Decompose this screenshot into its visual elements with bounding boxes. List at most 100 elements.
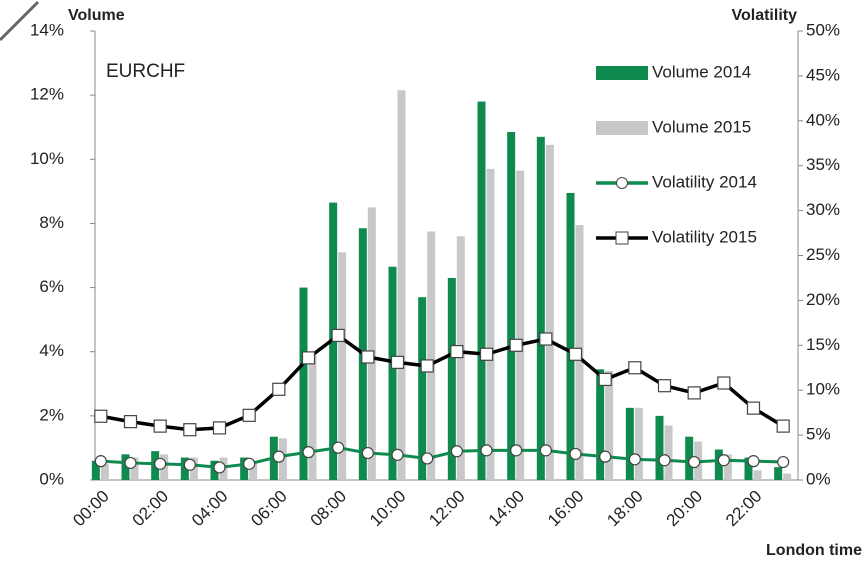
marker [776, 419, 790, 433]
marker [361, 350, 375, 364]
x-tick-label: 10:00 [366, 487, 410, 531]
marker [301, 351, 316, 365]
x-tick-label: 02:00 [129, 487, 173, 531]
bar [753, 470, 762, 480]
legend-label: Volume 2014 [652, 62, 751, 81]
legend-marker [615, 231, 629, 245]
marker [212, 421, 227, 435]
x-axis-title: London time [766, 542, 862, 559]
x-tick-label: 18:00 [603, 487, 647, 531]
legend-label: Volatility 2014 [652, 172, 757, 191]
annotation: EURCHF [106, 61, 185, 82]
marker [94, 409, 108, 423]
marker [539, 332, 553, 346]
corner-decoration [0, 0, 40, 42]
bar [486, 168, 495, 480]
marker [658, 454, 671, 467]
marker [717, 454, 730, 467]
marker [747, 455, 760, 468]
legend-label: Volume 2015 [652, 117, 751, 136]
marker [331, 328, 345, 343]
y2-tick-label: 20% [806, 290, 840, 309]
bar [100, 463, 109, 480]
marker [213, 461, 226, 474]
y2-tick-label: 50% [806, 20, 840, 39]
legend-swatch [596, 121, 648, 135]
marker [242, 408, 256, 422]
marker [390, 355, 405, 369]
marker [569, 447, 582, 461]
bar [655, 415, 664, 480]
marker [183, 458, 196, 471]
marker [94, 455, 107, 468]
bar [338, 252, 347, 480]
marker [568, 347, 583, 361]
bar [605, 370, 614, 480]
bar [685, 436, 694, 480]
bar [388, 266, 397, 480]
x-tick-label: 08:00 [307, 487, 351, 531]
y2-axis-title: Volatility [732, 7, 798, 24]
marker [628, 361, 642, 375]
marker [777, 455, 790, 469]
y2-tick-label: 15% [806, 335, 840, 354]
marker [746, 401, 761, 415]
y-axis-title: Volume [68, 7, 125, 24]
bar [516, 170, 525, 480]
marker [361, 446, 374, 460]
marker [154, 457, 167, 470]
bar [397, 90, 406, 480]
y-tick-label: 12% [30, 85, 64, 104]
bar [180, 457, 189, 480]
bar [477, 101, 486, 481]
marker [183, 423, 197, 437]
marker [272, 382, 286, 396]
marker [539, 444, 552, 457]
bar [299, 287, 308, 480]
y2-tick-label: 45% [806, 65, 840, 84]
marker [598, 372, 612, 387]
marker [391, 448, 404, 461]
bar [545, 144, 554, 480]
bar [130, 457, 139, 480]
y-tick-label: 10% [30, 149, 64, 168]
x-tick-label: 20:00 [663, 487, 707, 531]
marker [153, 419, 167, 433]
bar [723, 454, 732, 480]
bar [596, 369, 605, 480]
marker [479, 347, 494, 361]
marker [332, 441, 345, 454]
y-tick-label: 8% [39, 213, 64, 232]
y-tick-label: 2% [39, 405, 64, 424]
marker [599, 450, 612, 463]
bar [566, 192, 575, 481]
y-tick-label: 4% [39, 341, 64, 360]
y2-tick-label: 30% [806, 200, 840, 219]
bar [536, 136, 545, 481]
x-tick-label: 14:00 [485, 487, 529, 531]
marker [510, 444, 523, 457]
bar [418, 297, 427, 480]
y2-tick-label: 35% [806, 155, 840, 174]
y2-tick-label: 40% [806, 110, 840, 129]
y2-tick-label: 5% [806, 425, 831, 444]
bar [308, 354, 317, 480]
marker [717, 376, 731, 390]
marker [657, 379, 672, 393]
marker [509, 338, 523, 352]
marker [450, 445, 463, 458]
y2-tick-label: 10% [806, 380, 840, 399]
bar [507, 132, 516, 480]
bar [427, 231, 436, 480]
bar [664, 425, 673, 480]
bar [240, 457, 249, 480]
bar [249, 460, 258, 480]
marker [421, 452, 434, 465]
marker [123, 415, 138, 429]
x-tick-label: 00:00 [69, 487, 113, 531]
marker [688, 455, 701, 469]
marker [302, 446, 315, 459]
marker [687, 386, 701, 400]
